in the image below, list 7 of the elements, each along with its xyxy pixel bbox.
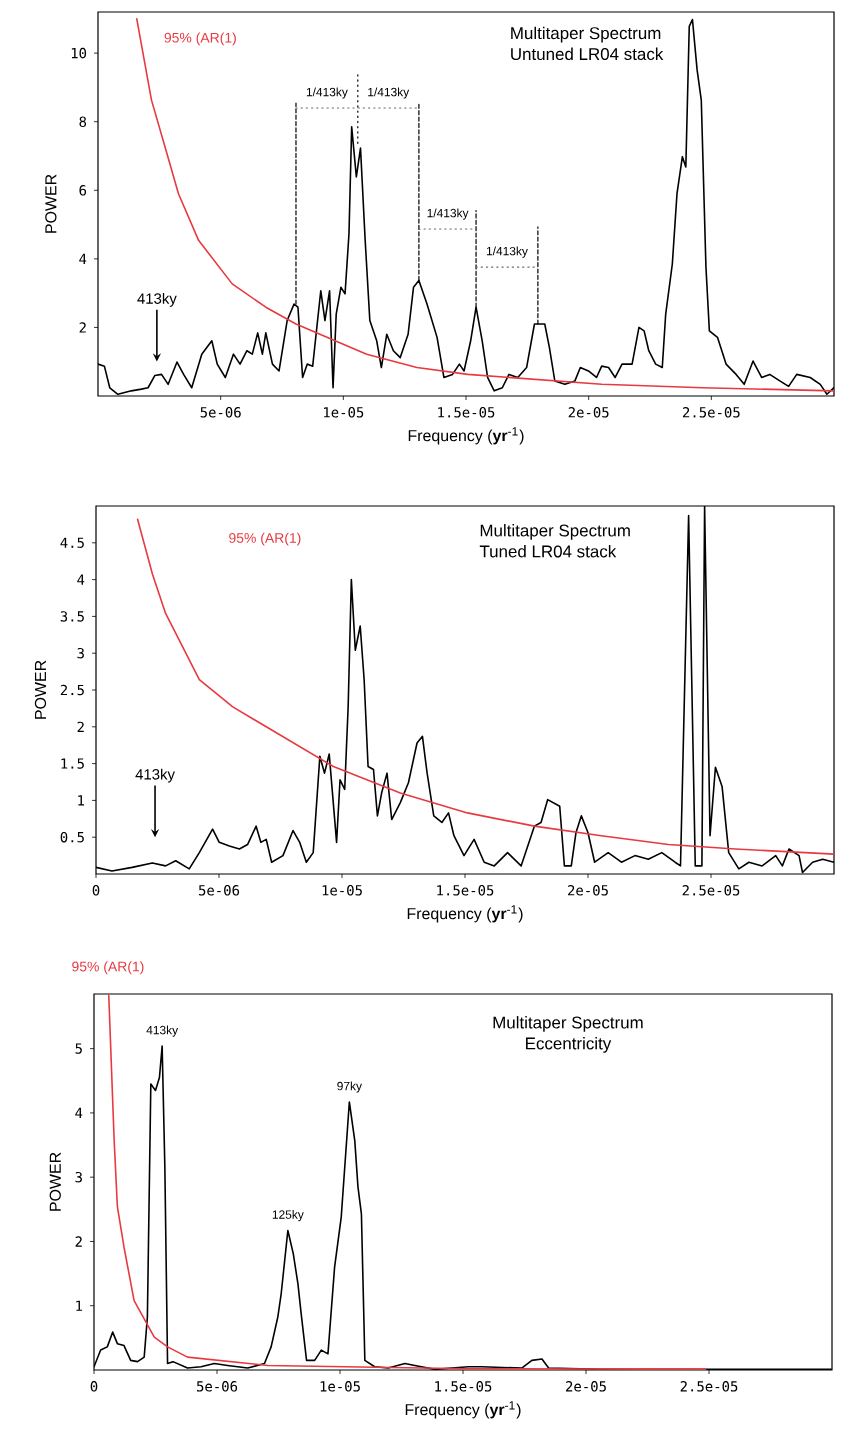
text: Multitaper Spectrum (493, 1016, 643, 1032)
line-series (107, 994, 707, 1370)
text: Tuned LR04 stack (479, 544, 617, 558)
text: Multitaper Spectrum (511, 26, 661, 43)
text: Eccentricity (526, 1036, 612, 1053)
text: Multitaper Spectrum (480, 524, 630, 540)
text: Untuned LR04 stack (511, 47, 664, 61)
